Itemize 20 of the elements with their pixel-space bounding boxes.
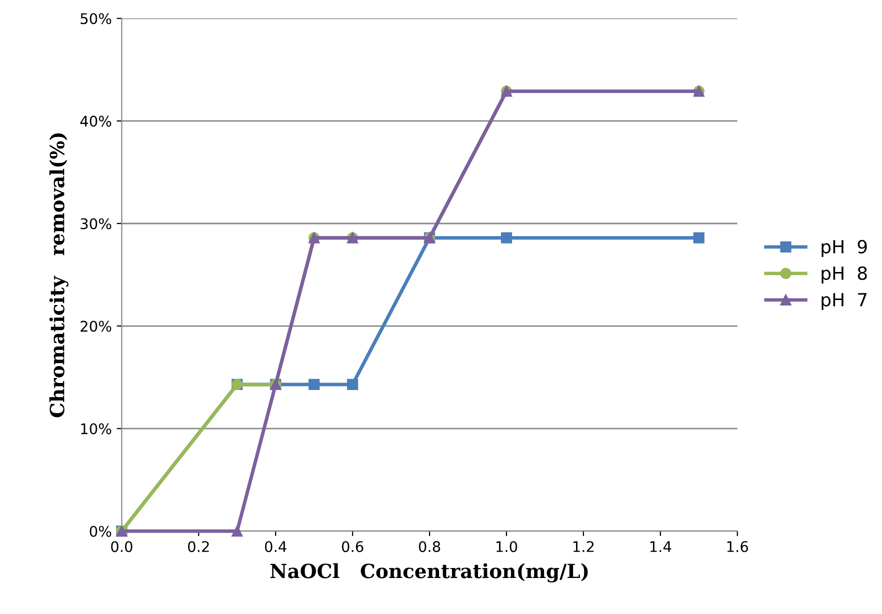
x-tick-label: 0.6: [342, 541, 364, 552]
legend-label: pH 9: [822, 240, 867, 257]
x-tick-label: 0.4: [264, 541, 286, 552]
x-tick-label: 0.8: [418, 541, 440, 552]
y-tick-label: 30%: [80, 218, 112, 230]
x-tick-label: 1.6: [727, 541, 748, 552]
y-tick-label: 20%: [80, 320, 112, 332]
y-tick-label: 50%: [80, 13, 112, 24]
x-tick-label: 1.2: [573, 541, 594, 552]
y-tick-label: 10%: [81, 423, 112, 434]
x-tick-label: 1.4: [650, 541, 672, 552]
x-tick-label: 0.0: [111, 541, 132, 552]
x-tick-label: 1.0: [496, 541, 518, 552]
y-axis-title: Chromaticity removal(%): [49, 133, 68, 418]
y-tick-label: 40%: [80, 116, 112, 127]
legend-label: pH 8: [822, 266, 867, 284]
x-tick-label: 0.2: [188, 541, 209, 552]
x-axis-title: NaOCl Concentration(mg/L): [270, 563, 588, 582]
legend-label: pH 7: [822, 293, 867, 310]
y-tick-label: 0%: [90, 526, 112, 537]
